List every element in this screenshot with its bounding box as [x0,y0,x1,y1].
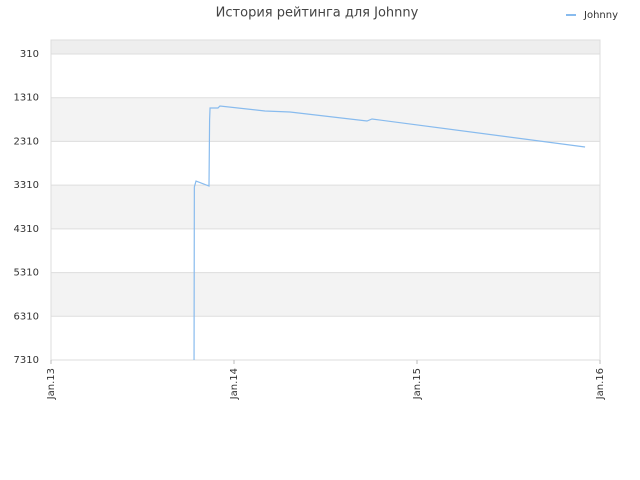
y-tick-label: 5310 [14,268,39,279]
grid-band [51,185,600,229]
grid-band [51,97,600,142]
grid-band [51,53,600,98]
grid-band [51,272,600,317]
y-tick-label: 2310 [14,136,39,147]
series-line [193,105,586,361]
x-tick-label: Jan.16 [595,368,606,400]
x-tick-label: Jan.15 [412,368,423,400]
x-tick-label: Jan.13 [46,368,57,400]
grid-band [51,316,600,360]
y-tick-label: 3310 [14,180,39,191]
y-tick-label: 1310 [14,93,39,104]
grid-band [51,228,600,273]
grid-band [51,40,600,54]
grid-band [51,141,600,186]
y-tick-label: 4310 [14,224,39,235]
legend-label: Johnny [583,10,618,21]
plot-border [50,39,601,361]
y-tick-label: 7310 [14,355,39,366]
y-tick-label: 310 [20,49,39,60]
y-tick-label: 6310 [14,311,39,322]
chart-title: История рейтинга для Johnny [216,6,419,21]
x-tick-label: Jan.14 [229,368,240,400]
